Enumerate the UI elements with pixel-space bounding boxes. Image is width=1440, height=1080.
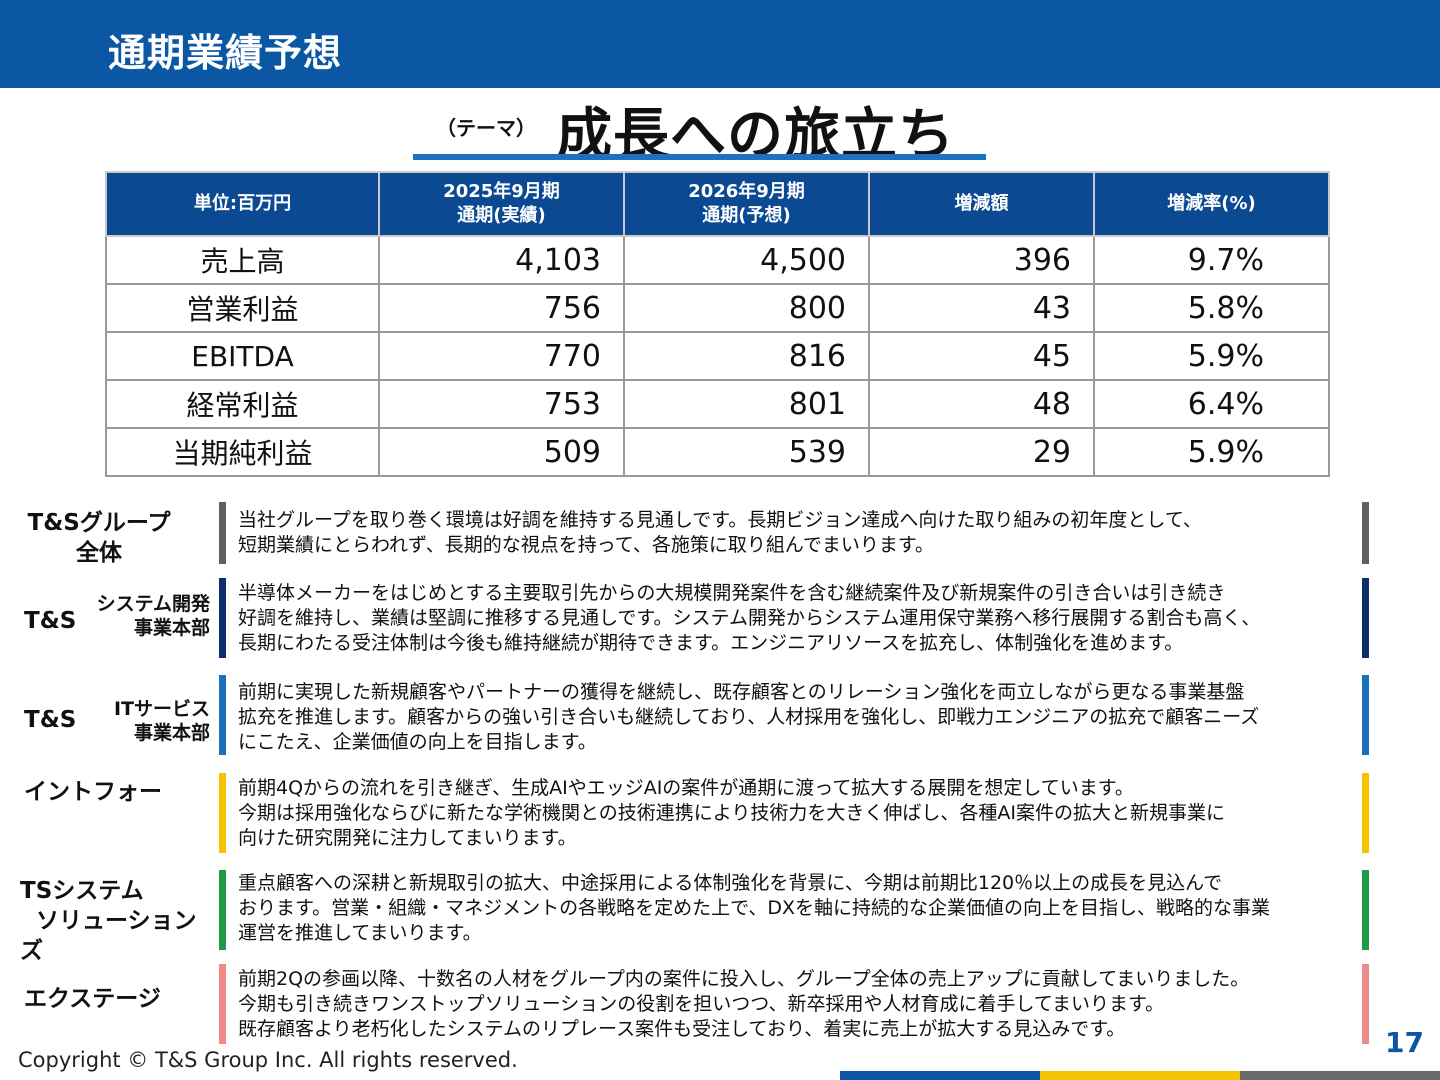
cell-fy2026: 4,500 [623,235,870,285]
segment-bar-left [219,773,226,853]
table-row: 営業利益 756 800 43 5.8% [105,283,1330,333]
segment-name: TSシステム ソリューションズ [20,878,197,964]
segment-sub-name: ITサービス 事業本部 [113,698,210,744]
segment-bar-right [1362,578,1369,658]
header-unit: 単位:百万円 [105,171,380,237]
financial-forecast-table: 単位:百万円 2025年9月期 通期(実績) 2026年9月期 通期(予想) 増減額… [105,171,1330,477]
header-diff: 増減額 [868,171,1095,237]
segment-name: T&Sグループ 全体 [27,510,171,566]
segment-bar-left [219,578,226,658]
theme-label: （テーマ） [436,116,536,140]
segment-bar-left [219,964,226,1044]
segment-group-overall: T&Sグループ 全体 当社グループを取り巻く環境は好調を維持する見通しです。長期ビ… [0,500,1440,566]
cell-diff: 48 [868,379,1095,429]
footer-stripe-blue [840,1071,1040,1080]
segment-bar-right [1362,502,1369,564]
cell-fy2025: 770 [378,331,625,381]
cell-fy2025: 509 [378,427,625,477]
cell-fy2026: 539 [623,427,870,477]
cell-rate: 5.9% [1093,331,1330,381]
segment-description: 重点顧客への深耕と新規取引の拡大、中途採用による体制強化を背景に、今期は前期比1… [238,872,1270,944]
segment-name: T&S [24,707,77,733]
table-header-row: 単位:百万円 2025年9月期 通期(実績) 2026年9月期 通期(予想) 増減額… [105,171,1330,237]
cell-fy2025: 756 [378,283,625,333]
footer-stripe-gray [1240,1071,1440,1080]
copyright-notice: Copyright © T&S Group Inc. All rights re… [18,1048,518,1072]
segment-system-development: T&S システム開発 事業本部 半導体メーカーをはじめとする主要取引先からの大規模… [0,576,1440,660]
segment-description: 半導体メーカーをはじめとする主要取引先からの大規模開発案件を含む継続案件及び新規… [238,582,1261,654]
segment-sub-name: システム開発 事業本部 [96,593,210,639]
segment-name: エクステージ [24,986,161,1012]
segment-xtage: エクステージ 前期2Qの参画以降、十数名の人材をグループ内の案件に投入し、グルー… [0,962,1440,1044]
cell-fy2026: 816 [623,331,870,381]
cell-fy2025: 4,103 [378,235,625,285]
header-fy2025: 2025年9月期 通期(実績) [378,171,625,237]
page-number: 17 [1385,1026,1424,1059]
cell-rate: 5.9% [1093,427,1330,477]
segment-ts-system-solutions: TSシステム ソリューションズ 重点顧客への深耕と新規取引の拡大、中途採用による体… [0,868,1440,964]
cell-diff: 396 [868,235,1095,285]
cell-diff: 43 [868,283,1095,333]
cell-rate: 5.8% [1093,283,1330,333]
row-label: 営業利益 [105,283,380,333]
segment-name: T&S [24,608,77,634]
segment-bar-right [1362,964,1369,1044]
cell-fy2026: 800 [623,283,870,333]
segment-bar-right [1362,773,1369,853]
table-row: 経常利益 753 801 48 6.4% [105,379,1330,429]
table-row: 当期純利益 509 539 29 5.9% [105,427,1330,477]
theme-underline [413,154,986,160]
segment-description: 前期に実現した新規顧客やパートナーの獲得を継続し、既存顧客とのリレーション強化を… [238,681,1260,753]
cell-rate: 9.7% [1093,235,1330,285]
segment-bar-right [1362,870,1369,950]
segment-description: 当社グループを取り巻く環境は好調を維持する見通しです。長期ビジョン達成へ向けた取… [238,509,1202,556]
segment-bar-left [219,870,226,950]
segment-intfore: イントフォー 前期4Qからの流れを引き継ぎ、生成AIやエッジAIの案件が通期に渡… [0,771,1440,855]
footer-stripe-yellow [1040,1071,1240,1080]
cell-fy2025: 753 [378,379,625,429]
table-row: EBITDA 770 816 45 5.9% [105,331,1330,381]
row-label: 売上高 [105,235,380,285]
table-row: 売上高 4,103 4,500 396 9.7% [105,235,1330,285]
cell-diff: 45 [868,331,1095,381]
cell-fy2026: 801 [623,379,870,429]
segment-bar-right [1362,675,1369,755]
header-fy2026: 2026年9月期 通期(予想) [623,171,870,237]
page-title: 通期業績予想 [108,31,343,75]
segment-description: 前期2Qの参画以降、十数名の人材をグループ内の案件に投入し、グループ全体の売上ア… [238,968,1250,1040]
cell-diff: 29 [868,427,1095,477]
cell-rate: 6.4% [1093,379,1330,429]
header-rate: 増減率(%) [1093,171,1330,237]
segment-bar-left [219,675,226,755]
header-bar [0,0,1440,88]
segment-name: イントフォー [24,779,162,805]
row-label: 当期純利益 [105,427,380,477]
row-label: EBITDA [105,331,380,381]
segment-description: 前期4Qからの流れを引き継ぎ、生成AIやエッジAIの案件が通期に渡って拡大する展… [238,777,1226,849]
segment-bar-left [219,502,226,564]
row-label: 経常利益 [105,379,380,429]
segment-it-service: T&S ITサービス 事業本部 前期に実現した新規顧客やパートナーの獲得を継続し、… [0,673,1440,757]
